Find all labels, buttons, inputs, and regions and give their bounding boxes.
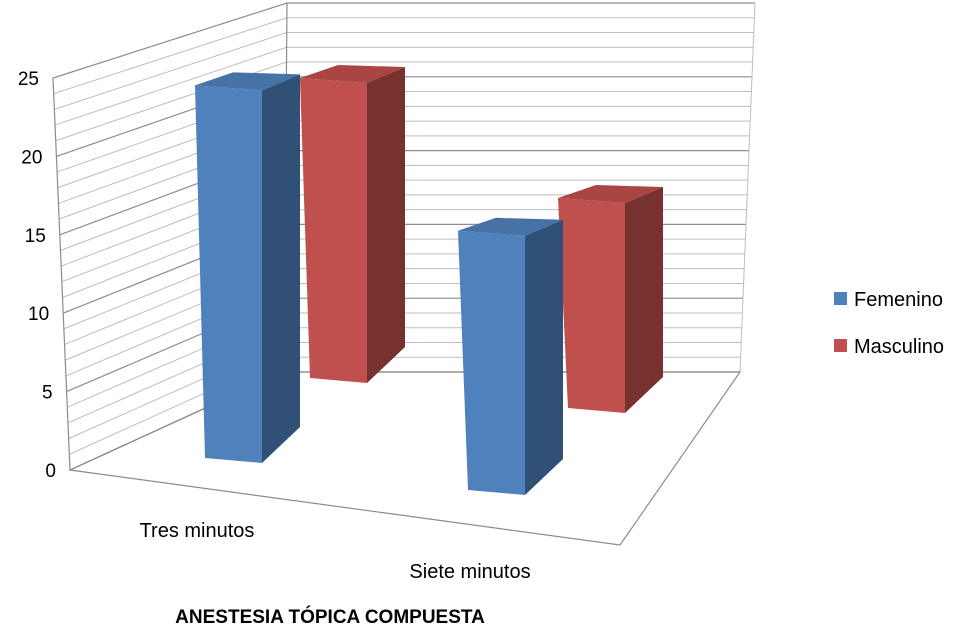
bar-masculino-1 (558, 185, 663, 413)
x-label-siete-minutos: Siete minutos (409, 561, 530, 583)
legend-swatch-masculino (834, 339, 847, 352)
y-tick-label: 5 (42, 383, 53, 404)
legend: Femenino Masculino (834, 289, 944, 358)
category-labels: Tres minutos Siete minutos (140, 520, 531, 583)
x-label-tres-minutos: Tres minutos (140, 520, 255, 542)
gridline (52, 2, 755, 79)
bar-masculino-0 (300, 65, 405, 383)
y-tick-label: 15 (25, 226, 46, 247)
bar-top (558, 185, 663, 203)
chart-title: ANESTESIA TÓPICA COMPUESTA (175, 606, 485, 628)
bar-top (195, 72, 300, 91)
legend-swatch-femenino (834, 292, 847, 305)
back-right-edge (739, 2, 756, 373)
bar-front (458, 230, 525, 496)
bar-top (458, 217, 563, 236)
y-tick-label: 20 (21, 147, 42, 168)
bar-front (195, 85, 262, 464)
bar-front (300, 78, 367, 383)
bar-front (558, 198, 625, 413)
bar-side (367, 67, 405, 383)
bar-side (525, 219, 563, 496)
y-tick-label: 25 (18, 69, 39, 90)
legend-label-masculino: Masculino (854, 336, 944, 358)
legend-label-femenino: Femenino (854, 289, 943, 311)
bars (195, 65, 663, 496)
bar-side (625, 187, 663, 413)
bar-top (300, 65, 405, 83)
bar-femenino-1 (458, 217, 563, 496)
y-tick-label: 10 (28, 304, 49, 325)
bar-femenino-0 (195, 72, 300, 464)
y-axis-ticks: 0 5 10 15 20 25 (18, 69, 56, 482)
y-tick-label: 0 (45, 461, 56, 482)
bar-side (262, 74, 300, 464)
